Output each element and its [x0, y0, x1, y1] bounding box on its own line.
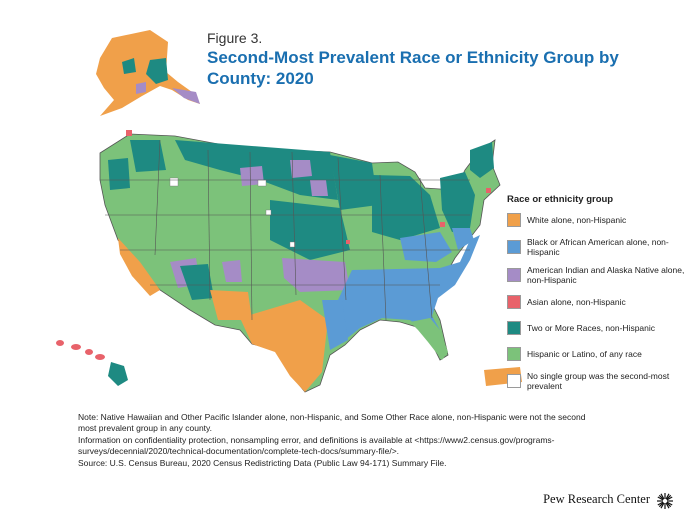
legend-item-asian: Asian alone, non-Hispanic [507, 293, 687, 311]
pew-logo-icon [657, 493, 673, 509]
legend-swatch-asian [507, 295, 521, 309]
legend-swatch-hispanic [507, 347, 521, 361]
figure-title: Second-Most Prevalent Race or Ethnicity … [207, 48, 619, 88]
legend-title: Race or ethnicity group [507, 194, 614, 205]
legend-item-two-or-more: Two or More Races, non-Hispanic [507, 319, 687, 337]
legend-label: Asian alone, non-Hispanic [527, 297, 626, 307]
legend-item-no-single-group: No single group was the second-most prev… [507, 371, 687, 391]
legend-label: White alone, non-Hispanic [527, 215, 627, 225]
legend-label: Hispanic or Latino, of any race [527, 349, 642, 359]
note-text: Note: Native Hawaiian and Other Pacific … [78, 412, 586, 433]
map-legend: Race or ethnicity group White alone, non… [507, 194, 687, 399]
hawaii-region [56, 340, 128, 386]
legend-swatch-black [507, 240, 521, 254]
figure-label: Figure 3. [207, 30, 263, 46]
alaska-region [96, 30, 200, 116]
legend-label: No single group was the second-most prev… [527, 371, 670, 391]
brand-name: Pew Research Center [543, 492, 650, 506]
legend-item-american-indian: American Indian and Alaska Native alone,… [507, 265, 687, 285]
legend-swatch-white [507, 213, 521, 227]
legend-item-white: White alone, non-Hispanic [507, 211, 687, 229]
notes-block: Note: Native Hawaiian and Other Pacific … [78, 412, 598, 470]
legend-label: American Indian and Alaska Native alone,… [527, 265, 685, 285]
legend-item-black: Black or African American alone, non-His… [507, 237, 687, 257]
legend-swatch-american-indian [507, 268, 521, 282]
legend-item-hispanic: Hispanic or Latino, of any race [507, 345, 687, 363]
legend-label: Two or More Races, non-Hispanic [527, 323, 656, 333]
info-text: Information on confidentiality protectio… [78, 435, 555, 456]
legend-swatch-no-single-group [507, 374, 521, 388]
source-text: Source: U.S. Census Bureau, 2020 Census … [78, 458, 447, 468]
legend-label: Black or African American alone, non-His… [527, 237, 669, 257]
legend-swatch-two-or-more [507, 321, 521, 335]
